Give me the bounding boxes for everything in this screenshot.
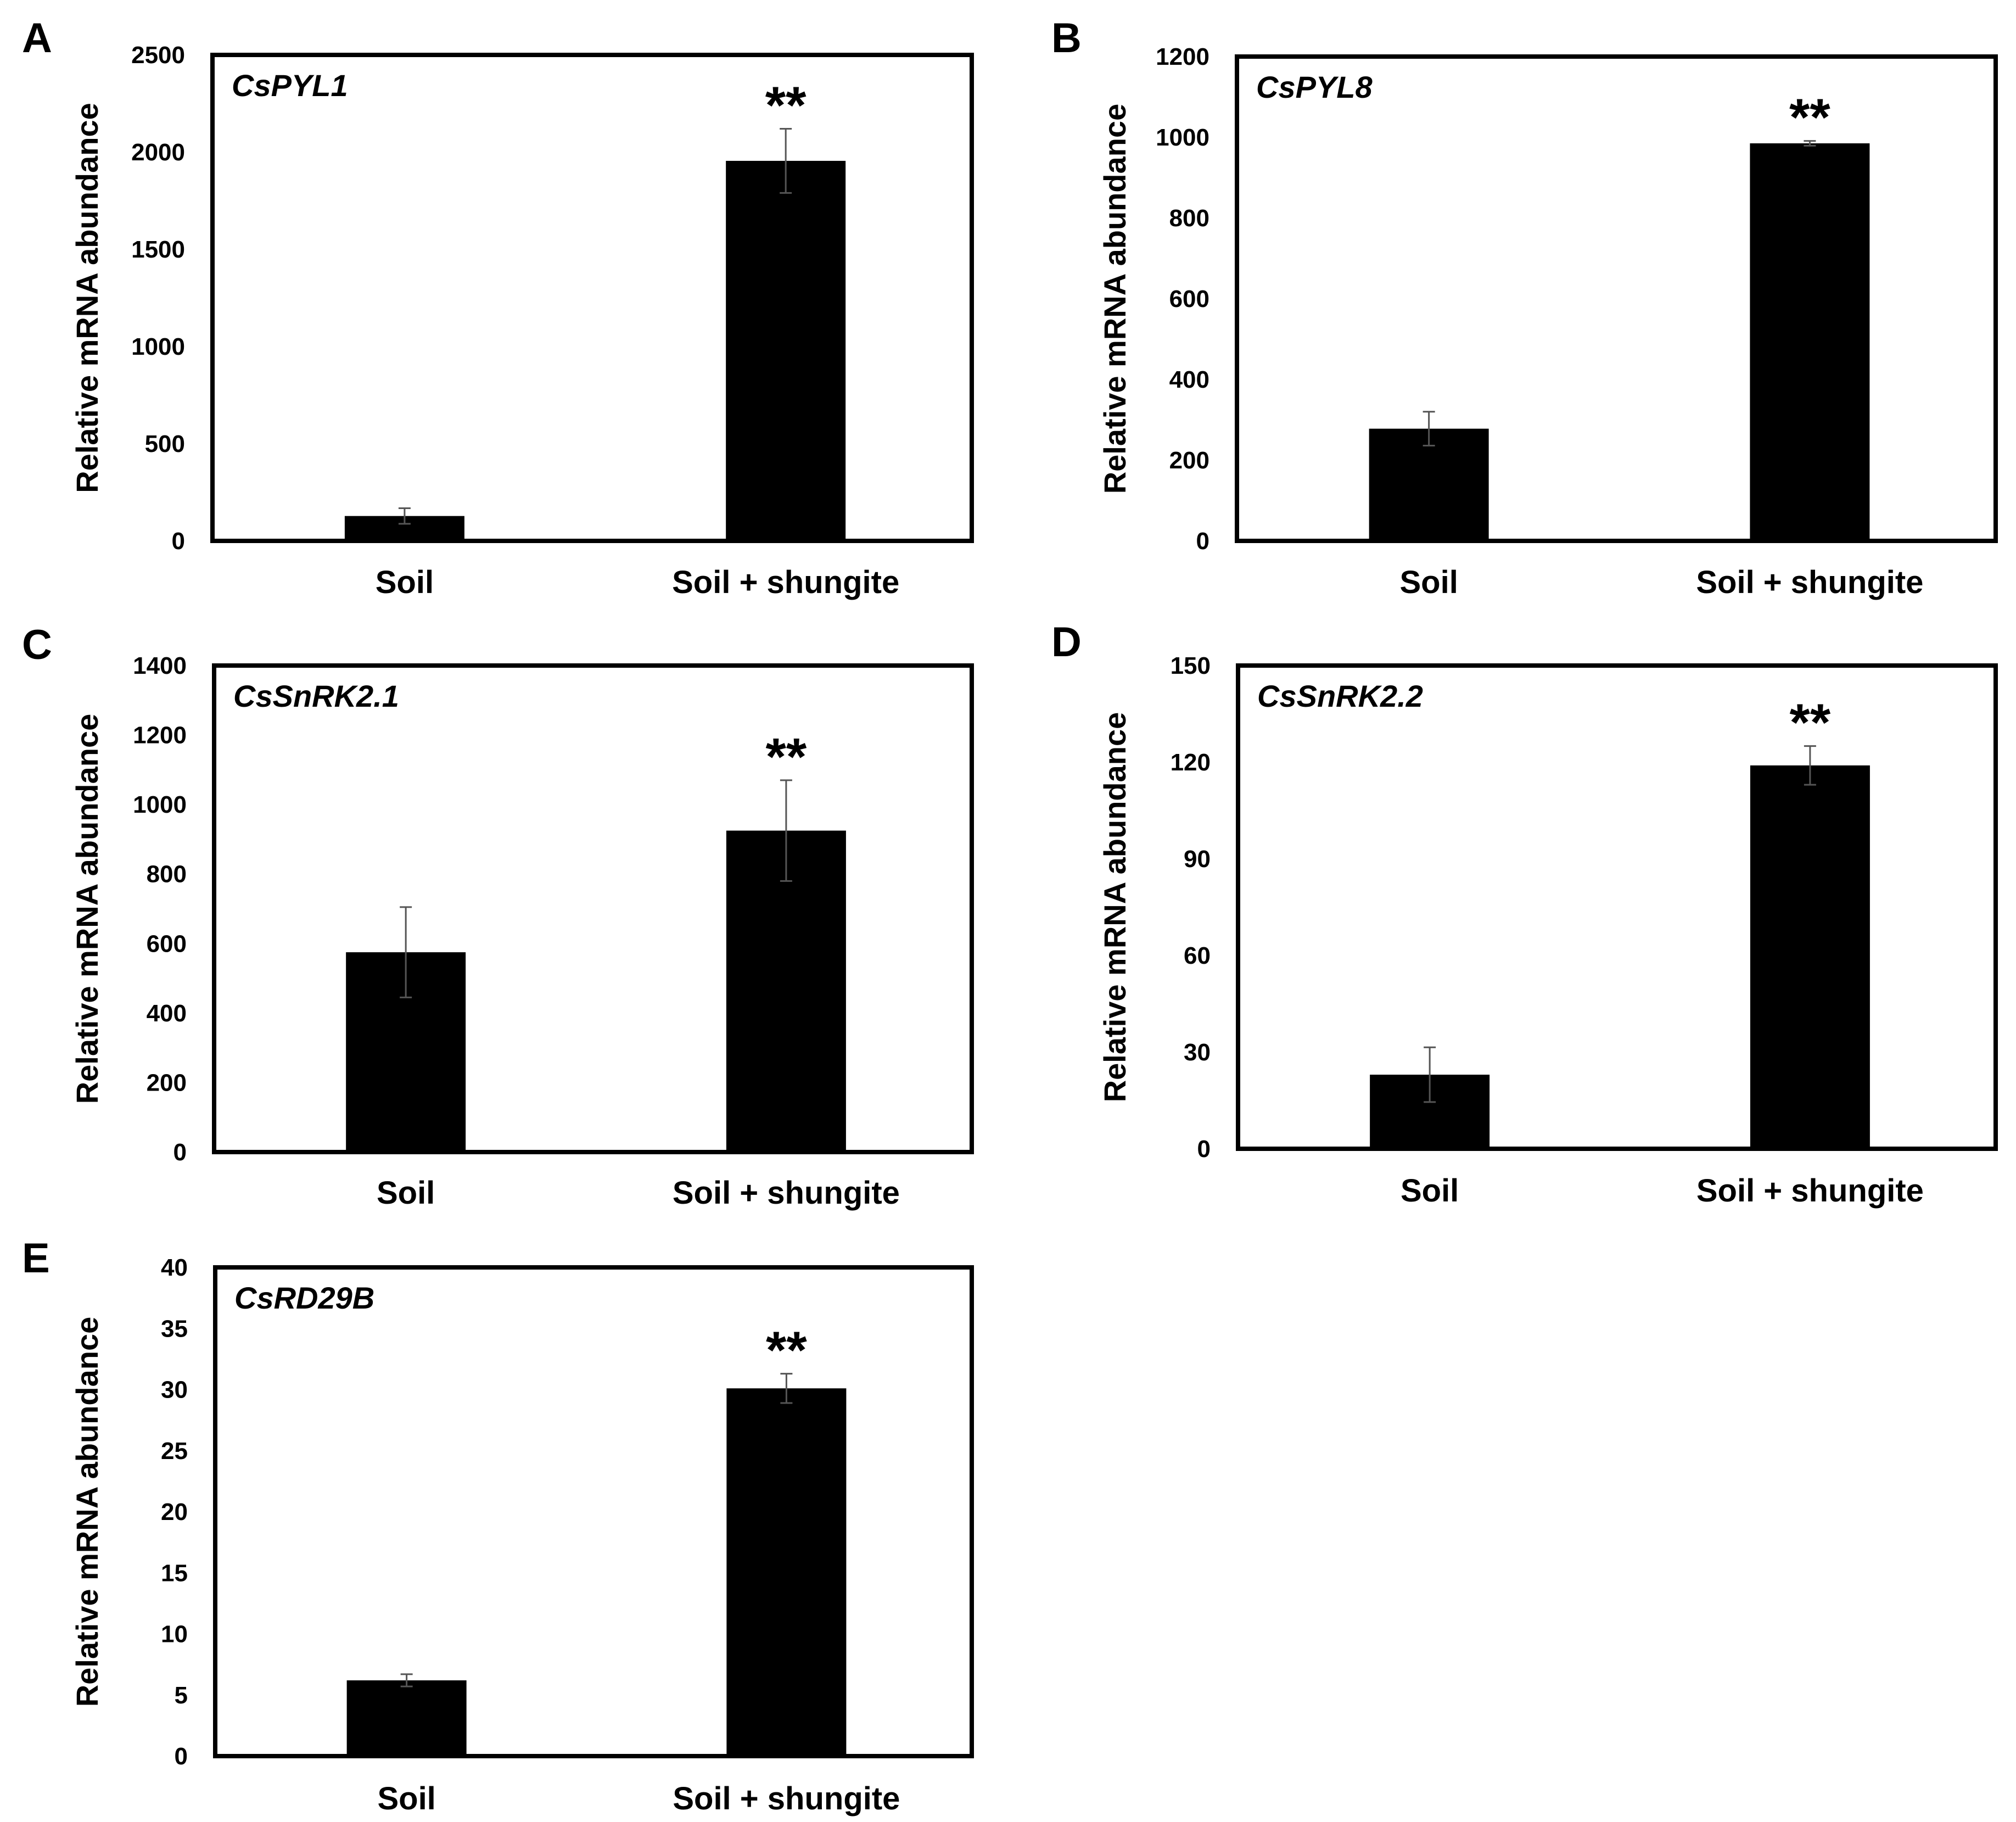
bar-soil (1369, 428, 1489, 541)
plot-frame-a (210, 53, 974, 543)
y-tick-label: 5 (175, 1682, 188, 1709)
significance-marker: ** (765, 76, 807, 135)
gene-label: CsRD29B (234, 1281, 374, 1315)
y-tick-label: 35 (161, 1315, 188, 1342)
plot-frame-e (213, 1265, 974, 1758)
x-category-label: Soil + shungite (672, 565, 899, 600)
bar-soil (346, 1680, 467, 1756)
bar-soil-shungite (726, 160, 846, 541)
x-category-label: Soil + shungite (1696, 565, 1923, 600)
y-axis-label: Relative mRNA abundance (1097, 712, 1132, 1103)
significance-marker: ** (1790, 694, 1831, 752)
plot-frame-d (1236, 663, 1998, 1151)
gene-label: CsSnRK2.1 (233, 679, 399, 713)
y-tick-label: 30 (1184, 1039, 1211, 1066)
panel-d: D 0 30 60 90 120 150 Relative mRNA abundance CsS… (1051, 619, 1998, 1209)
bar-soil-shungite (1750, 765, 1870, 1149)
y-tick-label: 120 (1171, 749, 1211, 776)
x-category-label: Soil (377, 1781, 435, 1817)
x-category-label: Soil (377, 1175, 435, 1211)
y-tick-label: 40 (161, 1254, 188, 1281)
y-tick-label: 200 (1169, 447, 1209, 474)
y-tick-label: 60 (1184, 942, 1211, 969)
y-tick-label: 0 (172, 528, 185, 555)
y-tick-label: 600 (147, 930, 187, 957)
x-category-label: Soil (1399, 565, 1458, 600)
y-tick-label: 800 (147, 861, 187, 888)
y-tick-label: 150 (1171, 652, 1211, 679)
panel-letter-b: B (1051, 15, 1082, 62)
y-tick-label: 2000 (131, 139, 185, 166)
bar-soil-shungite (1750, 143, 1870, 541)
significance-marker: ** (1789, 88, 1830, 147)
panel-b: B 0 200 400 600 800 1000 1200 Relative mRNA abun… (1051, 15, 1998, 600)
y-tick-label: 0 (1196, 528, 1209, 555)
y-tick-label: 30 (161, 1377, 188, 1404)
y-tick-label: 1200 (133, 722, 187, 749)
y-axis-label: Relative mRNA abundance (70, 103, 104, 493)
y-tick-label: 400 (147, 1000, 187, 1027)
y-tick-label: 20 (161, 1499, 188, 1525)
panel-a: A 0 500 1000 1500 2000 2500 Relative mRNA abund… (22, 15, 974, 600)
gene-label: CsSnRK2.2 (1257, 679, 1423, 713)
y-tick-label: 1000 (133, 791, 187, 818)
y-tick-label: 0 (1197, 1136, 1211, 1162)
significance-marker: ** (766, 728, 807, 786)
y-tick-label: 600 (1169, 286, 1209, 312)
bar-soil-shungite (726, 1388, 847, 1756)
x-category-label: Soil (376, 565, 434, 600)
y-tick-label: 10 (161, 1621, 188, 1648)
y-tick-label: 0 (175, 1743, 188, 1770)
x-category-label: Soil (1401, 1173, 1459, 1209)
y-tick-label: 1000 (131, 333, 185, 360)
panel-e: E 0 5 10 15 20 25 30 35 40 Relative mRNA abundance… (22, 1235, 974, 1817)
y-tick-label: 400 (1169, 366, 1209, 393)
y-axis-label: Relative mRNA abundance (70, 1317, 104, 1707)
panel-c: C 0 200 400 600 800 1000 1200 1400 Relative mRNA … (22, 622, 974, 1211)
y-tick-label: 25 (161, 1438, 188, 1465)
significance-marker: ** (766, 1321, 807, 1380)
y-tick-label: 1200 (1156, 43, 1209, 70)
y-tick-label: 2500 (131, 42, 185, 69)
y-tick-label: 90 (1184, 846, 1211, 873)
gene-label: CsPYL1 (232, 68, 348, 103)
panel-letter-c: C (22, 622, 52, 668)
y-axis-label: Relative mRNA abundance (70, 714, 104, 1104)
plot-frame-b (1235, 54, 1998, 543)
y-tick-label: 0 (173, 1139, 187, 1166)
bar-soil-shungite (726, 830, 846, 1152)
x-category-label: Soil + shungite (1696, 1173, 1924, 1209)
y-tick-label: 500 (145, 431, 185, 457)
panel-letter-a: A (22, 15, 52, 62)
y-axis-label: Relative mRNA abundance (1097, 104, 1132, 494)
y-tick-label: 15 (161, 1560, 188, 1586)
x-category-label: Soil + shungite (673, 1175, 900, 1211)
gene-label: CsPYL8 (1256, 70, 1373, 104)
plot-frame-c (212, 663, 974, 1154)
y-tick-label: 1000 (1156, 124, 1209, 151)
y-tick-label: 200 (147, 1069, 187, 1096)
y-tick-label: 1400 (133, 652, 187, 679)
y-tick-label: 1500 (131, 236, 185, 263)
panel-letter-e: E (22, 1235, 50, 1282)
x-category-label: Soil + shungite (673, 1781, 900, 1817)
panel-letter-d: D (1051, 619, 1082, 666)
y-tick-label: 800 (1169, 205, 1209, 232)
